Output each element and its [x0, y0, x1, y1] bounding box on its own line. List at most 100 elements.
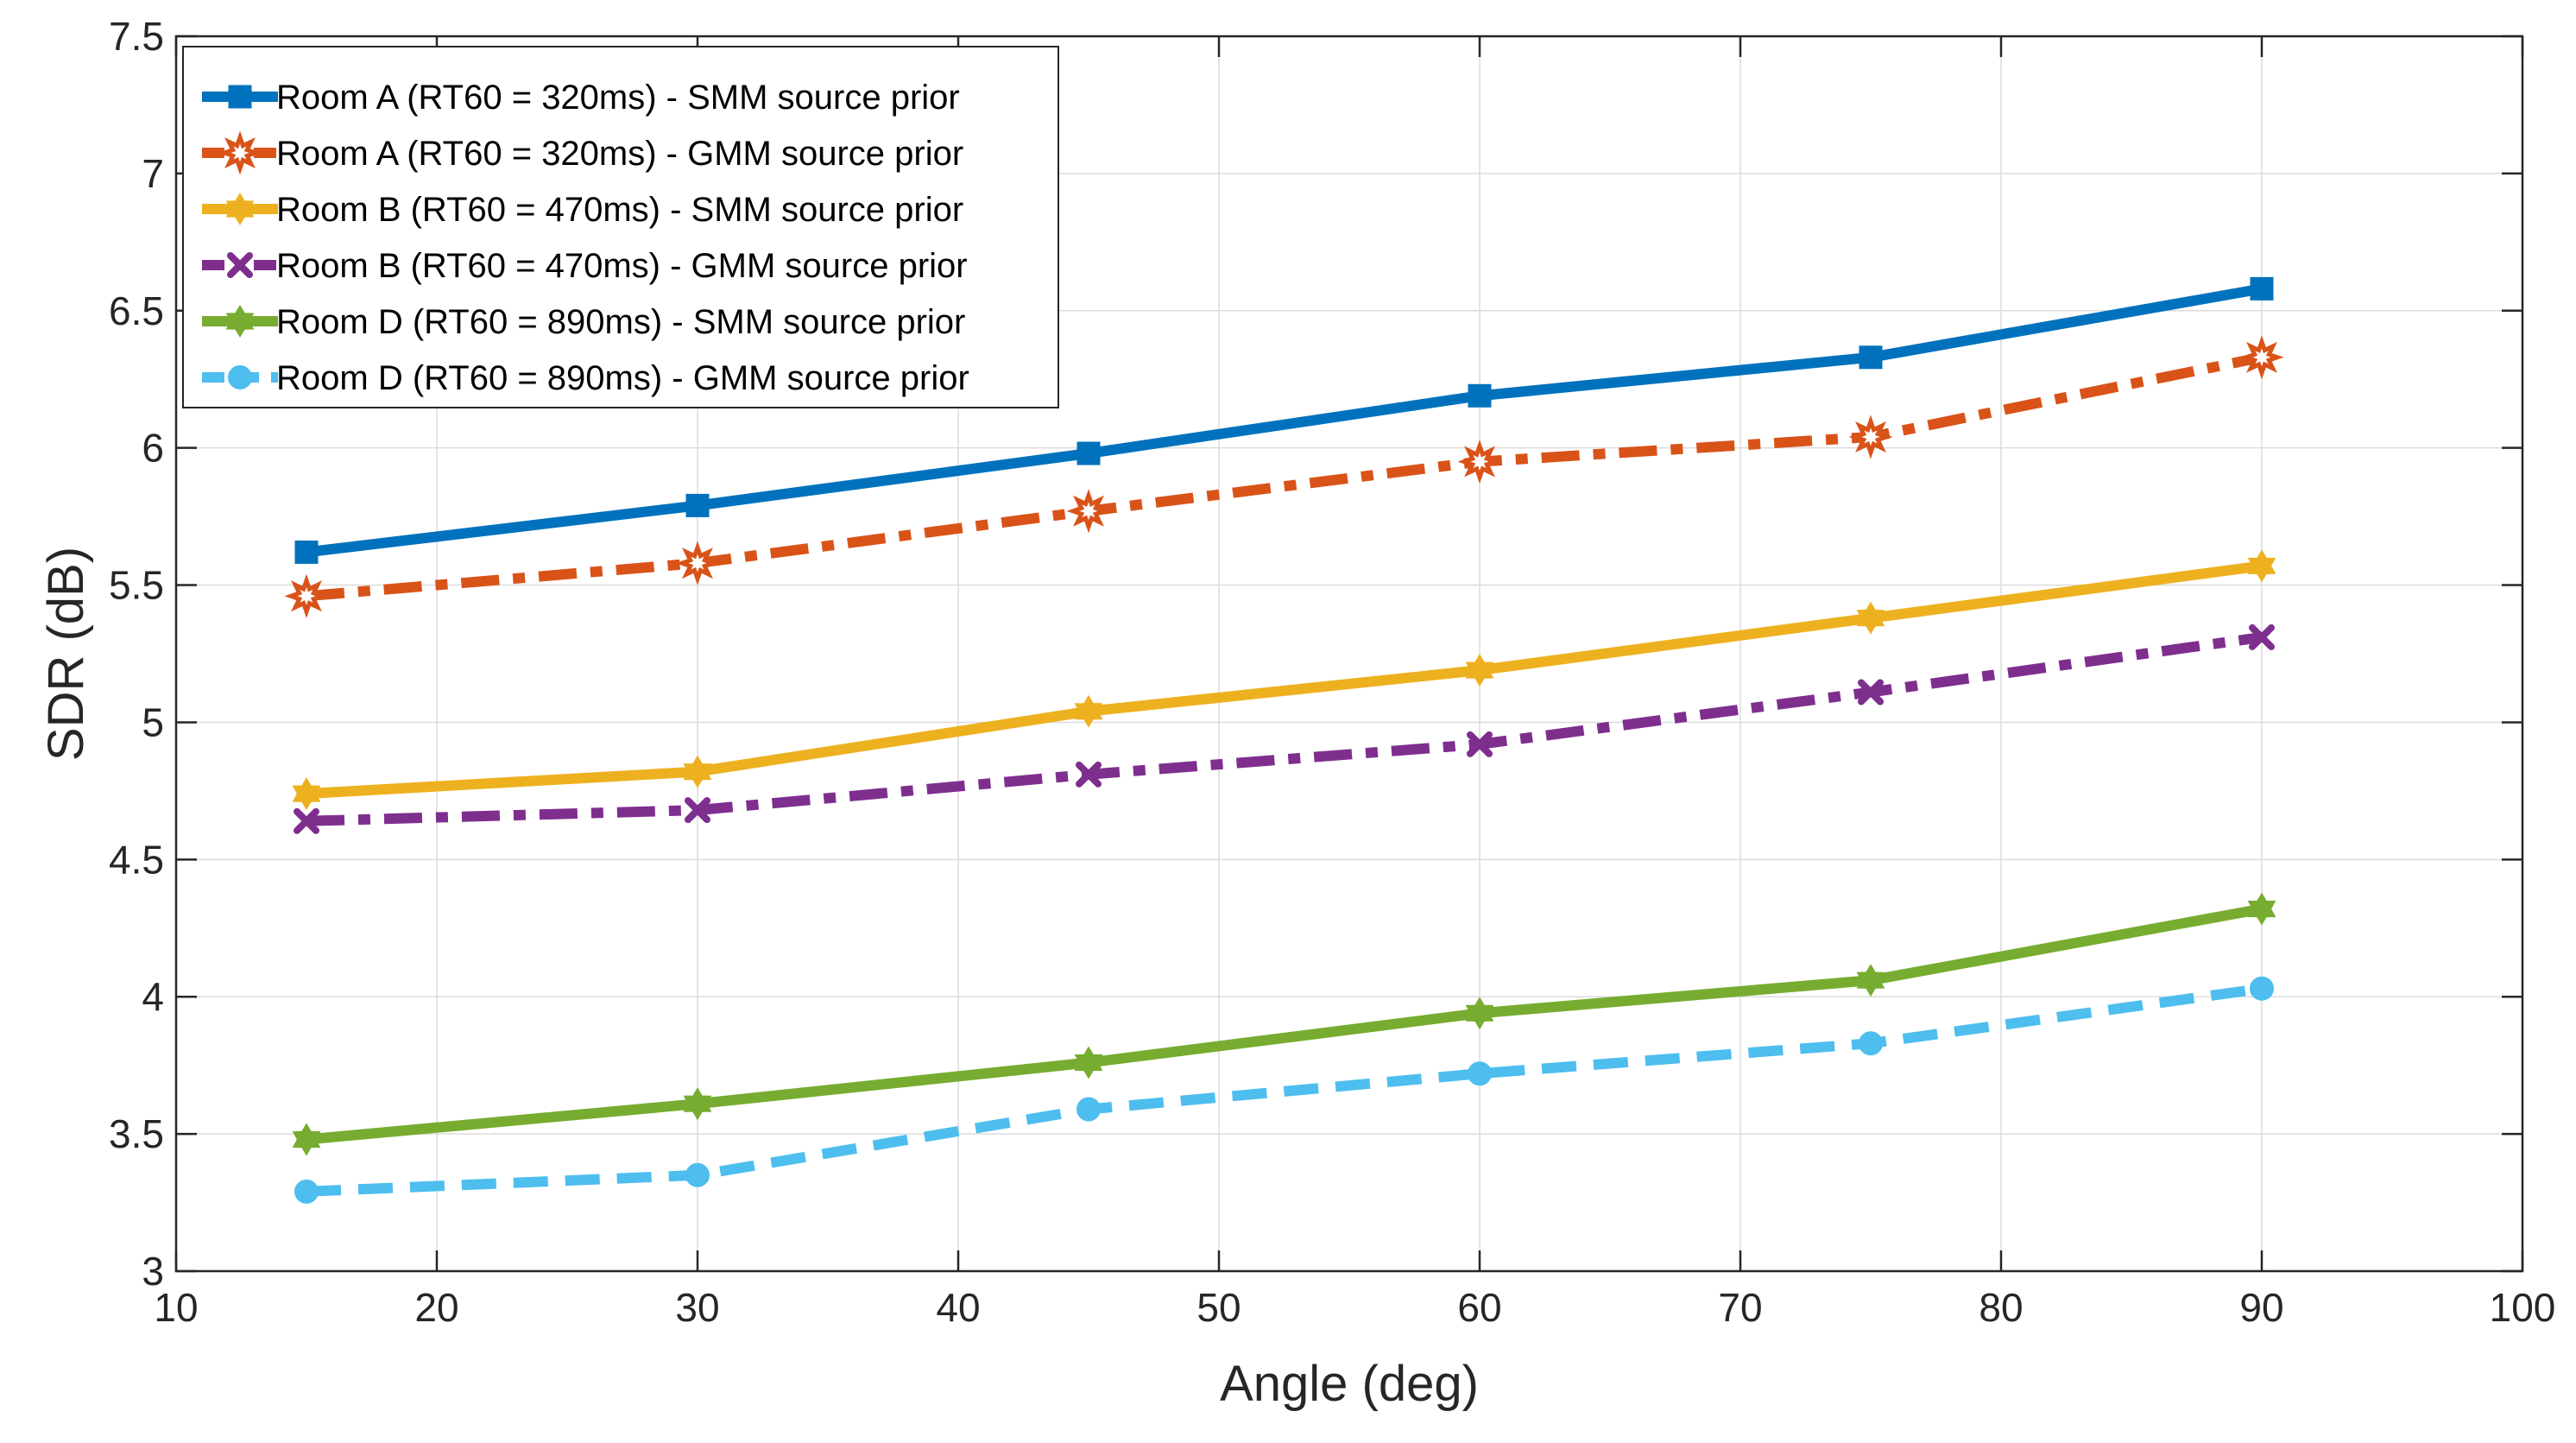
- series-line: [306, 631, 2263, 826]
- data-point: [1465, 654, 1494, 687]
- x-marker-stroke: [1858, 679, 1884, 706]
- data-point: [1465, 997, 1494, 1030]
- y-tick-label: 4.5: [109, 837, 164, 882]
- legend-label: Room B (RT60 = 470ms) - GMM source prior: [276, 247, 968, 285]
- data-point: [1076, 761, 1102, 788]
- data-point: [685, 1162, 710, 1187]
- x-marker-stroke: [685, 797, 710, 824]
- y-tick-label: 7.5: [109, 14, 164, 59]
- x-marker-stroke: [294, 807, 319, 834]
- data-point: [2250, 276, 2274, 301]
- data-point: [1074, 1046, 1103, 1079]
- legend-entry: Room A (RT60 = 320ms) - GMM source prior: [202, 130, 963, 175]
- x-tick-label: 90: [2239, 1285, 2283, 1330]
- data-point: [1856, 964, 1885, 997]
- data-point: [294, 807, 319, 834]
- data-point: [1858, 679, 1884, 706]
- y-tick-label: 3.5: [109, 1111, 164, 1156]
- legend-marker: [225, 305, 255, 338]
- data-point: [2250, 976, 2274, 1001]
- data-point: [1074, 694, 1103, 728]
- y-tick-label: 7: [142, 151, 164, 196]
- x-tick-label: 60: [1457, 1285, 1501, 1330]
- legend-entry: Room B (RT60 = 470ms) - SMM source prior: [202, 191, 963, 229]
- x-marker-stroke: [227, 252, 253, 278]
- y-tick-label: 3: [142, 1249, 164, 1294]
- data-point: [294, 1179, 319, 1204]
- legend-entry: Room D (RT60 = 890ms) - SMM source prior: [202, 303, 965, 341]
- series-layer: [284, 276, 2284, 1204]
- data-point: [1076, 441, 1101, 465]
- data-point: [675, 541, 720, 585]
- data-point: [683, 755, 712, 788]
- x-tick-label: 100: [2490, 1285, 2556, 1330]
- x-tick-label: 80: [1979, 1285, 2023, 1330]
- y-tick-label: 6.5: [109, 288, 164, 333]
- grid-layer: [176, 36, 2522, 1271]
- data-point: [685, 493, 710, 517]
- legend-marker: [218, 130, 262, 175]
- data-point: [294, 540, 319, 564]
- series-line: [306, 351, 2263, 602]
- x-tick-label: 30: [675, 1285, 719, 1330]
- legend-label: Room A (RT60 = 320ms) - GMM source prior: [276, 135, 963, 173]
- x-marker-stroke: [1076, 761, 1102, 788]
- data-point: [1457, 440, 1502, 484]
- data-point: [292, 1123, 321, 1156]
- legend-marker: [228, 85, 252, 109]
- x-tick-label: 10: [154, 1285, 198, 1330]
- legend-label: Room A (RT60 = 320ms) - SMM source prior: [276, 79, 960, 117]
- data-point: [1066, 489, 1111, 534]
- series-line: [306, 560, 2263, 800]
- data-point: [2247, 892, 2276, 926]
- data-point: [2247, 549, 2276, 583]
- data-point: [1859, 345, 1883, 370]
- legend-entry: Room A (RT60 = 320ms) - SMM source prior: [202, 79, 960, 117]
- series-2: [284, 335, 2284, 618]
- data-point: [685, 797, 710, 824]
- series-line: [306, 903, 2263, 1145]
- series-5: [292, 892, 2276, 1156]
- data-point: [2239, 335, 2284, 380]
- x-tick-label: 40: [936, 1285, 980, 1330]
- legend-box: [182, 46, 1059, 408]
- x-tick-label: 70: [1718, 1285, 1762, 1330]
- series-line: [306, 983, 2263, 1197]
- data-point: [1468, 383, 1492, 408]
- data-point: [683, 1087, 712, 1121]
- series-4: [294, 623, 2275, 834]
- x-tick-label: 20: [414, 1285, 458, 1330]
- tick-layer: 10 20 30 40 50 60 70 80 90 100 3 3.5 4 4.5 5 5.5 6 6.5 7 7.…: [109, 14, 2555, 1330]
- y-tick-label: 6: [142, 426, 164, 471]
- data-point: [1468, 1061, 1492, 1086]
- legend-entry: Room D (RT60 = 890ms) - GMM source prior: [202, 359, 969, 397]
- legend-marker: [227, 252, 253, 278]
- plot-frame: [174, 35, 2524, 1273]
- x-marker-stroke: [2249, 623, 2275, 650]
- y-tick-label: 5.5: [109, 563, 164, 608]
- legend-marker: [225, 193, 255, 225]
- data-point: [1856, 601, 1885, 635]
- legend-label: Room B (RT60 = 470ms) - SMM source prior: [276, 191, 963, 229]
- legend: Room A (RT60 = 320ms) - SMM source prior…: [182, 46, 1059, 408]
- y-tick-label: 4: [142, 974, 164, 1019]
- legend-label: Room D (RT60 = 890ms) - SMM source prior: [276, 303, 965, 341]
- legend-label: Room D (RT60 = 890ms) - GMM source prior: [276, 359, 969, 397]
- x-tick-label: 50: [1196, 1285, 1241, 1330]
- series-line: [306, 283, 2263, 558]
- legend-marker: [228, 365, 252, 389]
- x-axis-label: Angle (deg): [1220, 1356, 1479, 1412]
- data-point: [2249, 623, 2275, 650]
- data-point: [1076, 1097, 1101, 1122]
- data-point: [292, 777, 321, 811]
- series-1: [294, 276, 2274, 564]
- data-point: [1859, 1031, 1883, 1056]
- y-tick-label: 5: [142, 699, 164, 744]
- x-marker-stroke: [1467, 731, 1493, 757]
- series-3: [292, 549, 2276, 811]
- legend-entry: Room B (RT60 = 470ms) - GMM source prior: [202, 247, 968, 285]
- y-axis-label: SDR (dB): [38, 547, 94, 761]
- data-point: [284, 573, 329, 618]
- data-point: [1848, 415, 1893, 459]
